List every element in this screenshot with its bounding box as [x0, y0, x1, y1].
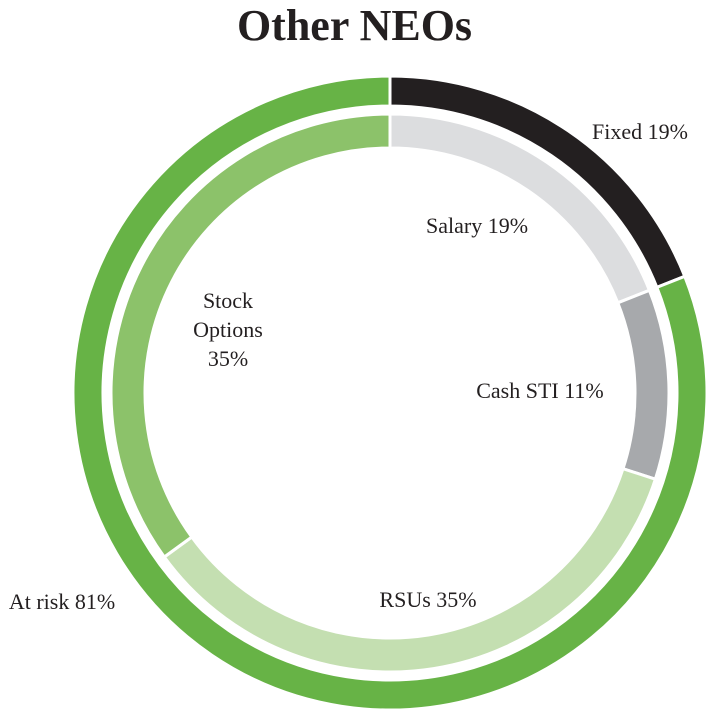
slice-label-stock-options-35: Stock Options 35%	[193, 288, 263, 371]
slice-label-rsus-35: RSUs 35%	[379, 587, 476, 612]
slice-label-at-risk-81: At risk 81%	[9, 589, 115, 614]
slice-cash-sti-11	[615, 288, 671, 482]
slice-at-risk-81	[71, 74, 709, 712]
slice-labels: Fixed 19% At risk 81% Salary 19% Cash STI 1…	[9, 119, 688, 614]
outer-ring	[71, 74, 709, 712]
slice-label-cash-sti-11: Cash STI 11%	[476, 378, 604, 403]
inner-ring	[109, 112, 671, 674]
slice-stock-options-35	[109, 112, 392, 560]
chart-title: Other NEOs	[236, 1, 473, 50]
slice-label-fixed-19: Fixed 19%	[592, 119, 688, 144]
slice-label-salary-19: Salary 19%	[426, 213, 528, 238]
